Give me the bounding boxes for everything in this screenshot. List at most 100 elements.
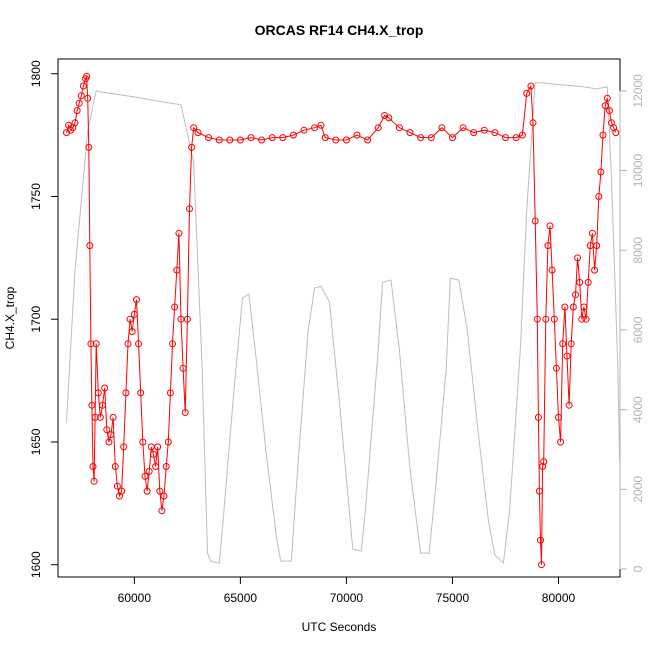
- data-point: [529, 119, 537, 127]
- data-point: [550, 315, 558, 323]
- data-point: [137, 389, 145, 397]
- data-point: [534, 413, 542, 421]
- data-point: [96, 413, 104, 421]
- data-point: [75, 99, 83, 107]
- secondary-series-group: [66, 82, 621, 565]
- data-point: [166, 389, 174, 397]
- data-point: [546, 222, 554, 230]
- data-point: [118, 487, 126, 495]
- y2-tick-label: 2000: [631, 476, 645, 503]
- x-tick-label: 75000: [436, 591, 470, 605]
- data-point: [538, 561, 545, 569]
- x-tick-label: 80000: [542, 591, 576, 605]
- data-point: [578, 315, 586, 323]
- data-point: [87, 340, 95, 348]
- y-tick-label: 1700: [29, 306, 43, 333]
- data-point: [145, 467, 153, 475]
- data-point: [572, 291, 579, 299]
- y2-axis: 0 2000 4000 6000 8000 10000 12000: [619, 74, 645, 572]
- secondary-series-line: [66, 82, 621, 565]
- data-point: [332, 136, 340, 144]
- y2-tick-label: 6000: [631, 316, 645, 343]
- data-point: [171, 303, 179, 311]
- plot-frame: [57, 58, 621, 578]
- data-point: [160, 492, 168, 500]
- data-point: [133, 296, 140, 304]
- data-point: [601, 102, 609, 110]
- data-point: [584, 278, 592, 286]
- data-point: [565, 401, 573, 409]
- data-point: [139, 438, 147, 446]
- data-point: [158, 507, 166, 515]
- data-point: [557, 438, 565, 446]
- data-point: [438, 124, 446, 132]
- data-point: [567, 340, 575, 348]
- data-point: [518, 131, 526, 139]
- y-axis: 1600 1650 1700 1750 1800: [29, 60, 59, 578]
- data-point: [321, 134, 329, 142]
- data-point: [342, 136, 350, 144]
- data-point: [552, 364, 560, 372]
- data-point: [289, 131, 297, 139]
- data-point: [317, 121, 325, 129]
- data-point: [449, 134, 456, 142]
- data-point: [561, 303, 569, 311]
- data-point: [548, 266, 556, 274]
- data-point: [527, 82, 535, 90]
- data-point: [502, 134, 509, 142]
- data-point: [612, 129, 620, 137]
- data-point: [542, 315, 550, 323]
- data-point: [194, 129, 202, 137]
- data-point: [79, 82, 87, 90]
- data-point: [459, 124, 467, 132]
- data-point: [179, 364, 187, 372]
- primary-series-points-group: [63, 72, 620, 569]
- data-point: [535, 487, 543, 495]
- data-point: [364, 136, 372, 144]
- data-point: [111, 463, 119, 470]
- x-axis-label: UTC Seconds: [302, 620, 377, 634]
- data-point: [183, 315, 191, 323]
- data-point: [593, 242, 601, 250]
- data-point: [135, 340, 143, 348]
- data-point: [540, 458, 548, 466]
- data-point: [544, 242, 552, 250]
- data-point: [190, 124, 198, 132]
- data-point: [103, 426, 111, 434]
- data-point: [130, 310, 138, 318]
- data-point: [149, 450, 157, 458]
- data-point: [480, 126, 488, 134]
- data-point: [124, 340, 132, 348]
- data-point: [470, 129, 478, 137]
- data-point: [574, 254, 582, 262]
- data-point: [188, 143, 196, 151]
- data-point: [88, 401, 96, 409]
- data-point: [90, 477, 98, 485]
- y-tick-label: 1600: [29, 551, 43, 578]
- data-point: [523, 89, 531, 97]
- y-tick-label: 1750: [29, 183, 43, 210]
- y2-tick-label: 4000: [631, 396, 645, 423]
- data-point: [427, 134, 435, 142]
- data-point: [164, 438, 172, 446]
- data-point: [181, 409, 189, 416]
- y-axis-label: CH4.X_trop: [3, 286, 17, 349]
- x-tick-label: 60000: [118, 591, 152, 605]
- data-point: [559, 340, 567, 348]
- data-point: [101, 384, 109, 392]
- data-point: [105, 438, 113, 446]
- data-point: [374, 124, 382, 132]
- data-point: [385, 114, 393, 122]
- primary-series-line: [66, 76, 617, 565]
- data-point: [128, 328, 136, 335]
- y2-tick-label: 12000: [631, 74, 645, 108]
- data-point: [152, 463, 160, 470]
- data-point: [537, 536, 544, 544]
- data-point: [73, 107, 81, 115]
- data-point: [300, 126, 308, 134]
- data-point: [491, 129, 499, 137]
- data-point: [91, 413, 99, 421]
- data-point: [205, 134, 213, 142]
- data-point: [582, 315, 590, 323]
